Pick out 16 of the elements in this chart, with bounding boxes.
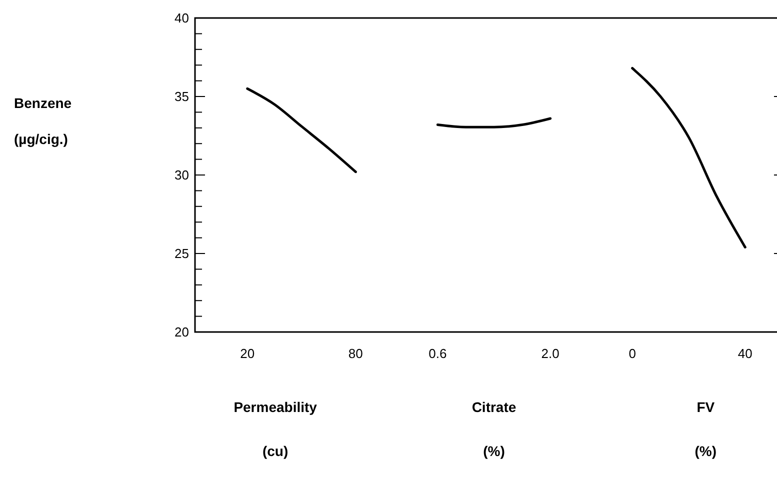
text: Benzene (µg/cig.) [14,95,72,147]
x-tick-label: 80 [348,346,363,361]
x-tick-label: 20 [240,346,255,361]
y-tick-label: 35 [174,89,189,104]
y-tick-label: 40 [174,10,189,26]
x-tick-label: 2.0 [541,346,560,361]
x-tick-label: 40 [738,346,752,361]
line-series [246,87,357,174]
text: Citrate (%) [472,399,516,459]
x-tick-label: 0.6 [428,346,447,361]
x-tick-label: 0 [628,346,636,361]
y-tick-label: 25 [174,246,189,262]
y-tick-label: 20 [174,324,189,340]
y-tick-label: 30 [174,168,189,183]
text: FV (%) [694,399,717,459]
text: Permeability (cu) [234,399,317,459]
